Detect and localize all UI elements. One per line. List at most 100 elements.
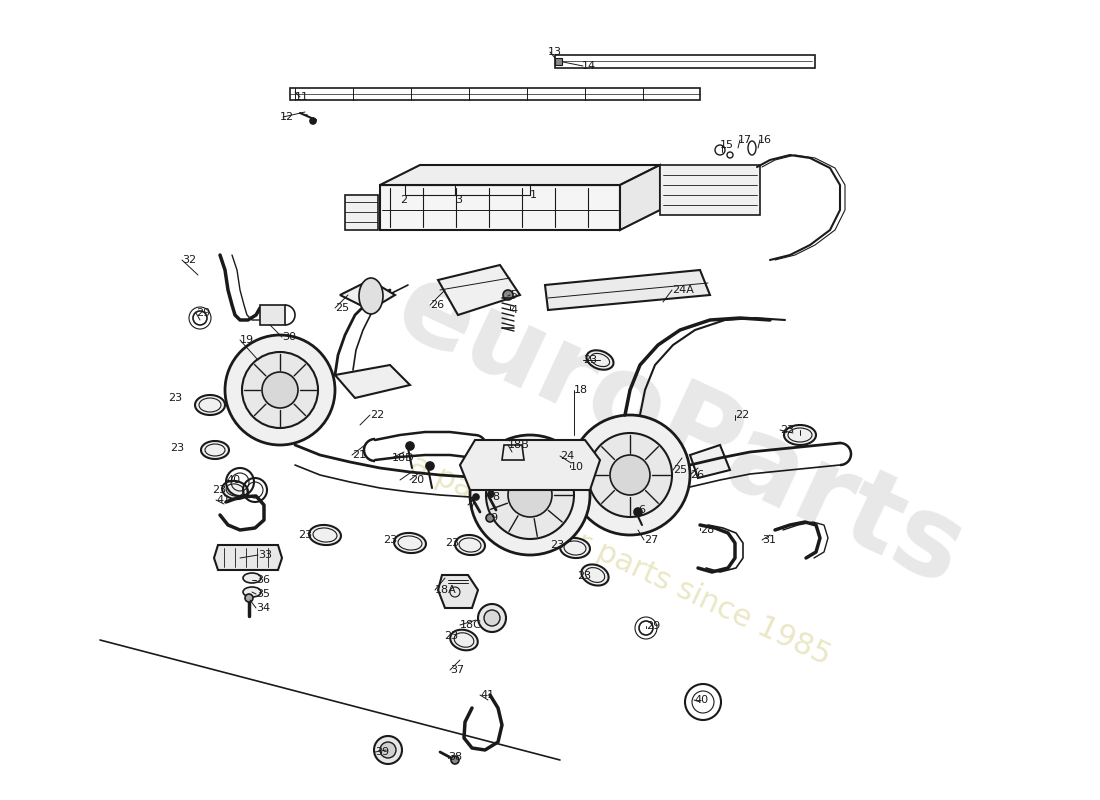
Polygon shape [460,440,600,490]
Text: 27: 27 [644,535,658,545]
Circle shape [508,473,552,517]
Text: 25: 25 [673,465,688,475]
Polygon shape [345,195,378,230]
Text: 29: 29 [646,621,660,631]
Circle shape [451,756,459,764]
Circle shape [478,604,506,632]
Text: 26: 26 [430,300,444,310]
Text: 23: 23 [578,571,591,581]
Text: euroParts: euroParts [379,252,980,608]
Circle shape [406,442,414,450]
Polygon shape [438,575,478,608]
Ellipse shape [586,350,614,370]
Text: 7: 7 [468,500,475,510]
Text: 28: 28 [700,525,714,535]
Text: 18: 18 [574,385,589,395]
Text: 13: 13 [548,47,562,57]
Circle shape [588,433,672,517]
Text: 35: 35 [256,589,270,599]
Ellipse shape [222,481,248,499]
Text: 22: 22 [370,410,384,420]
Circle shape [488,491,494,497]
Text: 26: 26 [690,470,704,480]
Text: 18D: 18D [392,453,415,463]
Text: 18C: 18C [460,620,482,630]
Circle shape [570,415,690,535]
Text: 23: 23 [583,355,597,365]
Text: a passion for parts since 1985: a passion for parts since 1985 [405,450,835,670]
Ellipse shape [394,533,426,553]
Text: 11: 11 [295,92,309,102]
Text: 8: 8 [492,492,499,502]
Circle shape [245,594,253,602]
Text: 38: 38 [448,752,462,762]
Circle shape [379,742,396,758]
Text: 23: 23 [383,535,397,545]
Ellipse shape [201,441,229,459]
Text: 29: 29 [196,308,210,318]
Ellipse shape [455,535,485,555]
Text: 2: 2 [400,195,407,205]
Text: 40: 40 [694,695,708,705]
Text: 33: 33 [258,550,272,560]
Circle shape [610,455,650,495]
Text: 3: 3 [455,195,462,205]
Text: 23: 23 [780,425,794,435]
Text: 23: 23 [170,443,184,453]
Text: 18B: 18B [508,440,530,450]
Polygon shape [620,165,660,230]
Text: 37: 37 [450,665,464,675]
Text: 10: 10 [570,462,584,472]
Text: 24: 24 [560,451,574,461]
Polygon shape [690,445,730,478]
Text: 31: 31 [762,535,776,545]
Ellipse shape [243,573,261,583]
Ellipse shape [450,630,477,650]
Text: 23: 23 [446,538,459,548]
Circle shape [484,610,500,626]
Polygon shape [502,445,524,460]
Text: 40: 40 [226,475,240,485]
Text: 5: 5 [510,290,517,300]
Polygon shape [379,185,620,230]
Ellipse shape [359,278,383,314]
Text: 32: 32 [182,255,196,265]
Text: 17: 17 [738,135,752,145]
Text: 23: 23 [444,631,458,641]
Circle shape [486,514,494,522]
Polygon shape [379,165,660,185]
Circle shape [503,290,513,300]
Text: 1: 1 [530,190,537,200]
Polygon shape [556,58,562,65]
Ellipse shape [195,395,226,415]
Text: 24A: 24A [672,285,694,295]
Text: 23: 23 [550,540,564,550]
Circle shape [310,118,316,124]
Text: 16: 16 [758,135,772,145]
Text: 14: 14 [582,61,596,71]
Ellipse shape [243,587,261,597]
Text: 41: 41 [216,495,230,505]
Text: 12: 12 [280,112,294,122]
Circle shape [426,462,434,470]
Ellipse shape [784,425,816,445]
Polygon shape [438,265,520,315]
Text: 36: 36 [256,575,270,585]
Polygon shape [336,365,410,398]
Text: 25: 25 [336,303,349,313]
Circle shape [486,451,574,539]
Text: 21: 21 [352,450,366,460]
Polygon shape [260,305,285,325]
Ellipse shape [582,565,608,586]
Circle shape [634,508,642,516]
Text: 39: 39 [375,747,389,757]
Text: 41: 41 [480,690,494,700]
Text: 15: 15 [720,140,734,150]
Polygon shape [214,545,282,570]
Polygon shape [660,165,760,215]
Circle shape [226,335,336,445]
Text: 19: 19 [240,335,254,345]
Text: 20: 20 [410,475,425,485]
Text: 22: 22 [735,410,749,420]
Circle shape [470,435,590,555]
